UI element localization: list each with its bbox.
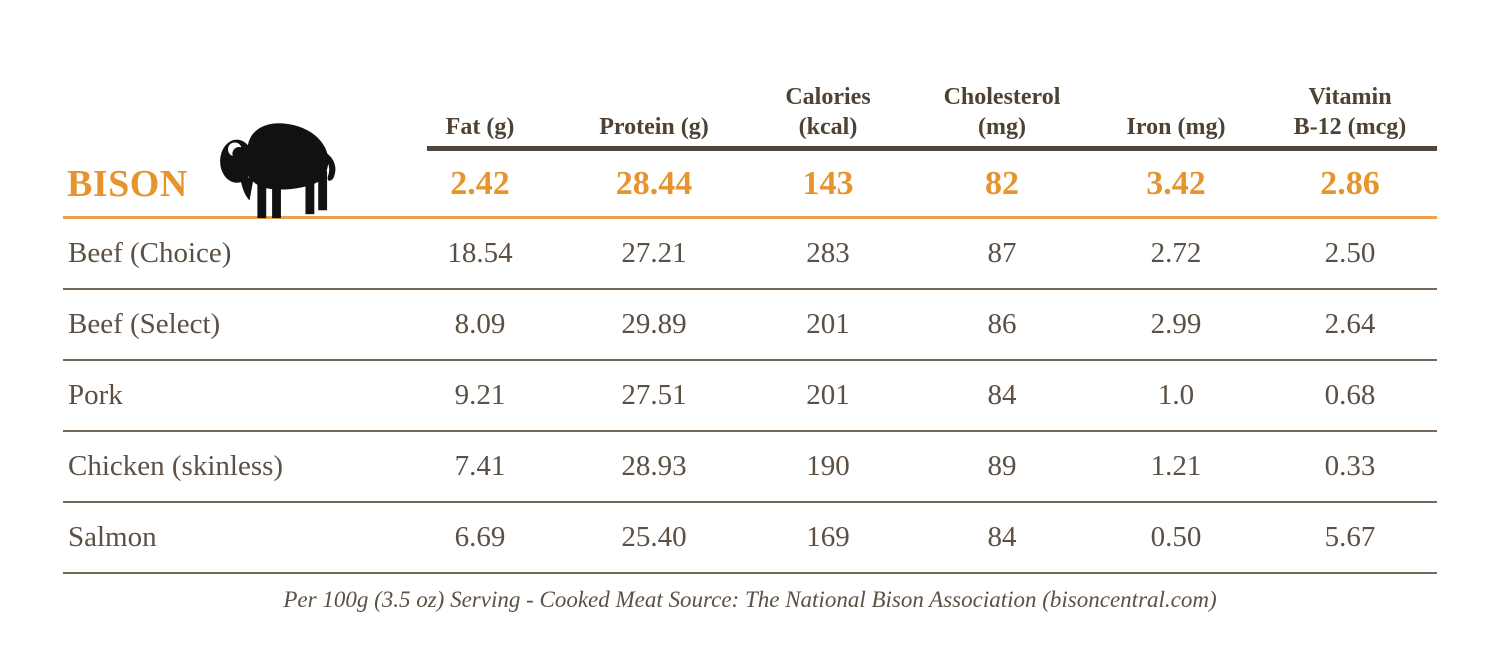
cholesterol-value: 89 [987,450,1017,482]
bison-vitamin-b12-value: 2.86 [1320,164,1380,202]
bison-iron-value: 3.42 [1146,164,1206,202]
column-header-iron: Iron (mg) [1126,114,1226,140]
bison-row-label: BISON [67,162,188,205]
header-divider-rule [427,146,1437,151]
calories-value: 169 [806,521,850,553]
iron-value: 2.99 [1150,308,1202,340]
row-label: Chicken (skinless) [68,450,284,482]
bison-fat-value: 2.42 [450,164,510,202]
column-header-protein: Protein (g) [599,114,709,140]
protein-value: 25.40 [621,521,687,553]
fat-value: 9.21 [454,379,506,411]
cholesterol-value: 86 [987,308,1017,340]
table-row-beef-choice: Beef (Choice) 18.54 27.21 283 87 2.72 2.… [63,219,1437,290]
iron-value: 2.72 [1150,237,1202,269]
vitamin-b12-value: 2.64 [1324,308,1376,340]
protein-value: 27.51 [621,379,687,411]
vitamin-b12-value: 5.67 [1324,521,1376,553]
featured-row-bison: BISON 2.42 28.4 [63,123,1437,219]
bison-calories-value: 143 [802,164,854,202]
column-header-calories: Calories (kcal) [785,84,871,140]
cholesterol-value: 84 [987,521,1017,553]
table-header-row: Fat (g) Protein (g) Calories (kcal) Chol… [63,0,1437,151]
table-row-pork: Pork 9.21 27.51 201 84 1.0 0.68 [63,361,1437,432]
bison-label-cell: BISON [63,123,393,219]
column-header-fat: Fat (g) [445,114,515,140]
column-header-cholesterol: Cholesterol (mg) [943,84,1061,140]
bison-protein-value: 28.44 [615,164,693,202]
nutrition-table: Fat (g) Protein (g) Calories (kcal) Chol… [63,0,1437,613]
column-header-vitamin-b12: Vitamin B-12 (mcg) [1293,84,1407,140]
calories-value: 190 [806,450,850,482]
cholesterol-value: 84 [987,379,1017,411]
bison-cholesterol-value: 82 [985,164,1019,202]
table-row-salmon: Salmon 6.69 25.40 169 84 0.50 5.67 [63,503,1437,574]
protein-value: 29.89 [621,308,687,340]
calories-value: 283 [806,237,850,269]
iron-value: 0.50 [1150,521,1202,553]
bison-icon [220,123,336,219]
calories-value: 201 [806,379,850,411]
cholesterol-value: 87 [987,237,1017,269]
protein-value: 28.93 [621,450,687,482]
table-row-chicken: Chicken (skinless) 7.41 28.93 190 89 1.2… [63,432,1437,503]
serving-source-note: Per 100g (3.5 oz) Serving - Cooked Meat … [283,587,1217,612]
iron-value: 1.0 [1157,379,1195,411]
protein-value: 27.21 [621,237,687,269]
fat-value: 7.41 [454,450,506,482]
iron-value: 1.21 [1150,450,1202,482]
fat-value: 18.54 [447,237,513,269]
vitamin-b12-value: 0.33 [1324,450,1376,482]
row-label: Beef (Select) [68,308,221,340]
calories-value: 201 [806,308,850,340]
vitamin-b12-value: 0.68 [1324,379,1376,411]
fat-value: 8.09 [454,308,506,340]
vitamin-b12-value: 2.50 [1324,237,1376,269]
fat-value: 6.69 [454,521,506,553]
row-label: Pork [68,379,123,411]
table-row-beef-select: Beef (Select) 8.09 29.89 201 86 2.99 2.6… [63,290,1437,361]
row-label: Beef (Choice) [68,237,232,269]
row-label: Salmon [68,521,157,553]
